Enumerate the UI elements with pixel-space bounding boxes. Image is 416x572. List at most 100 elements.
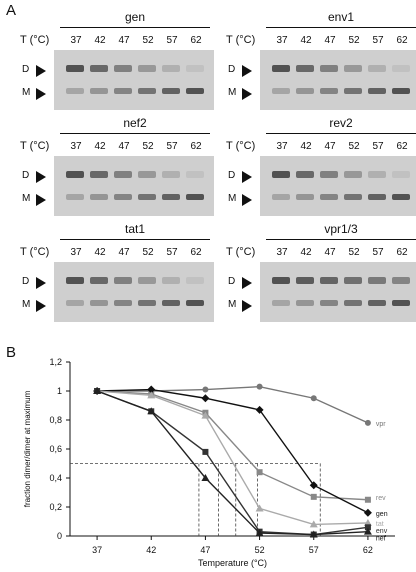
temperature-axis-label: T (°C) — [20, 246, 50, 258]
lane-temperature: 52 — [348, 141, 360, 152]
monomer-arrow-icon — [242, 194, 252, 206]
data-point-vpr — [256, 383, 263, 390]
gel-panel: env1 T (°C) 37 42 47 52 57 62 D M — [226, 10, 416, 115]
series-label-rev: rev — [376, 495, 386, 502]
lane-temperature: 37 — [276, 35, 288, 46]
monomer-band — [320, 300, 338, 306]
monomer-band — [272, 194, 290, 200]
dimer-band — [368, 277, 386, 284]
monomer-band — [296, 300, 314, 306]
lane-temperature: 42 — [300, 141, 312, 152]
gel-panel-name: vpr1/3 — [324, 222, 358, 236]
monomer-marker: M — [228, 299, 237, 310]
dimer-band — [186, 277, 204, 284]
monomer-band — [162, 194, 180, 200]
gel-blot — [260, 262, 416, 322]
y-axis-label: fraction dimer/dimer at maximum — [23, 390, 32, 507]
monomer-band — [368, 88, 386, 94]
monomer-arrow-icon — [242, 300, 252, 312]
monomer-marker: M — [22, 299, 31, 310]
monomer-arrow-icon — [36, 194, 46, 206]
monomer-band — [320, 194, 338, 200]
melting-curve-chart: 0 0,2 0,4 0,6 0,8 1 1,2 37 42 47 52 57 62 Temperature… — [23, 357, 395, 568]
gel-panel: rev2 T (°C) 37 42 47 52 57 62 D M — [226, 116, 416, 221]
lane-temperature: 37 — [276, 141, 288, 152]
gel-panel: tat1 T (°C) 37 42 47 52 57 62 D M — [20, 222, 220, 327]
lane-temperature: 37 — [70, 141, 82, 152]
lane-temperature: 47 — [324, 247, 336, 258]
dimer-band — [344, 65, 362, 72]
gel-header-rule — [60, 27, 210, 28]
x-tick-label: 42 — [146, 545, 156, 555]
series-line-rev — [97, 390, 368, 501]
monomer-band — [162, 300, 180, 306]
x-tick-label: 57 — [309, 545, 319, 555]
lane-temperature: 62 — [396, 247, 408, 258]
y-tick-label: 0 — [57, 531, 62, 541]
gel-header-rule — [60, 239, 210, 240]
dimer-band — [162, 171, 180, 178]
monomer-marker: M — [22, 193, 31, 204]
dimer-band — [186, 171, 204, 178]
lane-temperature: 47 — [118, 247, 130, 258]
series-label-env: env — [376, 528, 388, 535]
monomer-band — [90, 88, 108, 94]
data-point-vpr — [310, 395, 317, 402]
y-tick-label: 0,2 — [49, 502, 62, 512]
lane-temperature: 57 — [166, 247, 178, 258]
dimer-band — [66, 65, 84, 72]
x-tick-label: 52 — [255, 545, 265, 555]
gel-blot — [54, 50, 214, 110]
data-point-gen — [201, 394, 210, 403]
data-point-nef — [147, 407, 156, 415]
monomer-arrow-icon — [242, 88, 252, 100]
series-label-nef: nef — [376, 535, 386, 542]
dimer-band — [392, 171, 410, 178]
monomer-band — [114, 194, 132, 200]
dimer-arrow-icon — [242, 65, 252, 77]
gel-header-rule — [266, 27, 416, 28]
lane-temperature: 42 — [94, 35, 106, 46]
dimer-marker: D — [22, 170, 30, 181]
data-point-nef — [93, 387, 102, 394]
dimer-arrow-icon — [36, 171, 46, 183]
monomer-band — [66, 300, 84, 306]
dimer-band — [368, 171, 386, 178]
dimer-band — [162, 65, 180, 72]
gel-panel-name: gen — [124, 10, 146, 24]
monomer-band — [138, 300, 156, 306]
monomer-arrow-icon — [36, 300, 46, 312]
panel-b-label: B — [6, 344, 17, 361]
monomer-band — [90, 194, 108, 200]
series-label-tat: tat — [376, 521, 384, 528]
gel-blot — [54, 156, 214, 216]
monomer-band — [392, 194, 410, 200]
monomer-band — [114, 300, 132, 306]
gel-panel: vpr1/3 T (°C) 37 42 47 52 57 62 D M — [226, 222, 416, 327]
dimer-band — [114, 277, 132, 284]
data-point-tat — [147, 391, 156, 399]
monomer-band — [138, 194, 156, 200]
y-tick-label: 0,4 — [49, 473, 62, 483]
dimer-marker: D — [228, 64, 236, 75]
data-point-tat — [255, 504, 264, 512]
dimer-band — [114, 65, 132, 72]
dimer-band — [66, 171, 84, 178]
dimer-marker: D — [22, 64, 30, 75]
y-tick-label: 0,8 — [49, 415, 62, 425]
data-point-gen — [309, 481, 318, 490]
temperature-axis-label: T (°C) — [226, 246, 256, 258]
monomer-band — [272, 88, 290, 94]
data-point-tat — [201, 411, 210, 419]
x-tick-label: 37 — [92, 545, 102, 555]
dimer-band — [162, 277, 180, 284]
lane-temperature: 47 — [324, 141, 336, 152]
gel-panel-name: tat1 — [124, 222, 145, 236]
lane-temperature: 57 — [372, 141, 384, 152]
series-label-gen: gen — [376, 511, 388, 518]
lane-temperature: 52 — [142, 35, 154, 46]
dimer-marker: D — [22, 276, 30, 287]
series-line-tat — [97, 390, 368, 526]
monomer-marker: M — [228, 87, 237, 98]
dimer-band — [344, 277, 362, 284]
